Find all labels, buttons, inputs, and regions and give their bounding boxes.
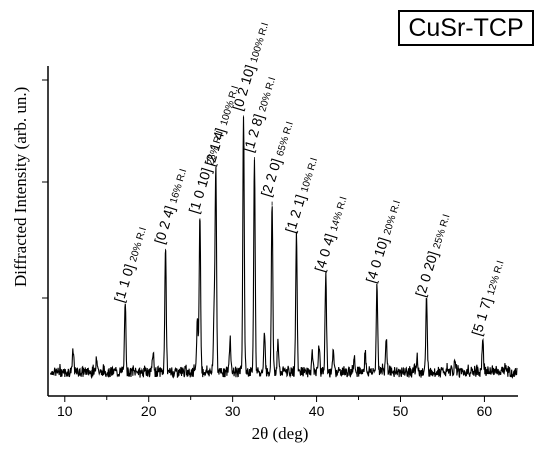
pattern-line <box>49 116 518 380</box>
x-tick-label: 40 <box>309 403 325 419</box>
peak-ri: 25% R.I <box>432 213 453 250</box>
peak-index: [1 0 10] <box>185 162 215 215</box>
x-tick-label: 20 <box>141 403 157 419</box>
peak-ri: 20% R.I <box>382 199 403 236</box>
peak-ri: 20% R.I <box>257 76 278 113</box>
peak-ri: 12% R.I <box>486 259 507 296</box>
peak-index: [1 1 0] <box>111 259 139 305</box>
peak-ri: 100% R.I <box>249 21 272 64</box>
axes <box>47 66 518 397</box>
peak-labels: [1 1 0] 20% R.I [0 2 4] 16% R.I[1 0 10] 2… <box>111 21 507 345</box>
peak-label-text: [2 2 0] 65% R.I <box>258 119 296 199</box>
y-axis-label: Diffracted Intensity (arb. un.) <box>11 86 30 287</box>
peak-index: [4 0 4] <box>311 228 339 274</box>
peak-ri: 16% R.I <box>168 168 189 205</box>
x-tick-label: 60 <box>477 403 493 419</box>
peak-label-text: [0 2 4] 16% R.I <box>151 166 189 246</box>
peak-ri: 65% R.I <box>275 120 296 157</box>
axis-ticks: 10 20 30 40 50 60 <box>42 79 493 419</box>
peak-label-text: [4 0 10] 20% R.I <box>363 198 403 285</box>
peak-label-text: [5 1 7] 12% R.I <box>468 258 506 338</box>
peak-label: [5 1 7] 12% R.I <box>468 258 506 338</box>
peak-label: [4 0 4] 14% R.I <box>311 194 349 274</box>
peak-index: [2 2 0] <box>258 153 286 199</box>
x-axis-label: 2θ (deg) <box>251 424 309 443</box>
legend-box: CuSr-TCP <box>398 10 534 46</box>
peak-label: [1 2 1] 10% R.I <box>282 155 320 235</box>
peak-index: [2 0 20] <box>412 246 442 299</box>
peak-label-text: [4 0 4] 14% R.I <box>311 194 349 274</box>
diffraction-pattern <box>49 116 518 380</box>
peak-label-text: [1 1 0] 20% R.I <box>111 225 149 305</box>
peak-label: [2 2 0] 65% R.I <box>258 119 296 199</box>
peak-index: [1 2 1] <box>282 189 310 235</box>
peak-index: [0 2 4] <box>151 200 179 246</box>
x-tick-label: 10 <box>57 403 73 419</box>
peak-label: [2 0 20] 25% R.I <box>412 212 452 299</box>
peak-index: [2 1 4] <box>201 122 229 168</box>
peak-ri: 20% R.I <box>128 226 149 263</box>
peak-index: [5 1 7] <box>468 292 496 338</box>
x-tick-label: 30 <box>225 403 241 419</box>
peak-label: [0 2 4] 16% R.I <box>151 166 189 246</box>
peak-label-text: [2 0 20] 25% R.I <box>412 212 452 299</box>
peak-index: [4 0 10] <box>363 232 393 285</box>
peak-ri: 10% R.I <box>299 156 320 193</box>
peak-ri: 14% R.I <box>329 195 350 232</box>
peak-label: [1 1 0] 20% R.I <box>111 225 149 305</box>
x-tick-label: 50 <box>393 403 409 419</box>
peak-label: [4 0 10] 20% R.I <box>363 198 403 285</box>
peak-label-text: [1 2 1] 10% R.I <box>282 155 320 235</box>
